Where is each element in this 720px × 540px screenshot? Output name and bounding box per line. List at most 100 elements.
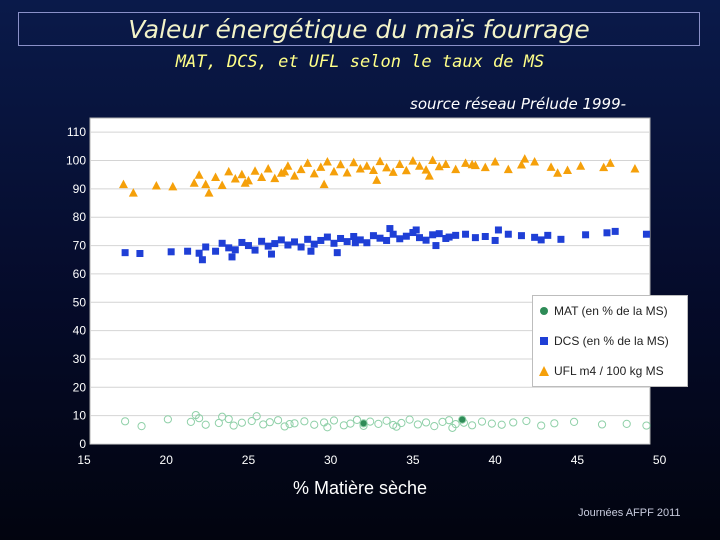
data-point [303,158,313,167]
data-point [395,159,405,168]
data-point [136,250,144,258]
data-point [273,416,283,425]
data-point [458,415,467,424]
data-point [218,239,226,247]
data-point [330,239,338,247]
data-point [307,247,315,255]
data-point [611,227,619,235]
y-tick-labels: 0 10 20 30 40 50 60 70 80 90 100 110 [66,125,86,451]
data-point [247,416,256,426]
data-point [258,237,266,245]
y-tick-label: 100 [66,154,86,168]
square-marker-icon [540,337,548,345]
data-point [198,256,206,264]
data-point [531,233,539,241]
data-point [642,421,651,430]
title-box: Valeur énergétique du maïs fourrage [18,12,700,46]
data-point [537,236,545,244]
x-tick-label: 30 [324,453,338,467]
data-point [343,238,351,246]
data-point [422,236,430,244]
data-point [382,162,392,172]
data-point [448,423,457,432]
data-point [576,161,586,170]
triangle-marker-icon [539,366,549,376]
data-point [388,167,398,176]
data-point [121,249,129,257]
data-point [462,230,470,238]
data-point [228,253,236,261]
legend-label-dcs: DCS (en % de la MS) [554,334,669,348]
data-point [310,240,318,248]
data-point [290,171,300,180]
data-point [605,158,615,167]
data-point [322,156,332,166]
data-point [317,236,325,244]
data-point [285,420,294,429]
data-point [362,161,372,170]
data-point [421,418,431,427]
data-point [516,160,526,169]
data-point [204,188,214,197]
data-point [477,417,487,426]
data-point [412,226,420,234]
y-tick-label: 20 [73,380,87,394]
data-point [622,419,631,428]
data-point [553,168,563,177]
data-point [212,247,220,255]
data-point [194,170,204,179]
data-point [121,417,130,426]
y-tick-label: 110 [67,125,86,139]
data-point [264,242,272,250]
legend-label-mat: MAT (en % de la MS) [554,304,668,318]
x-tick-label: 25 [242,453,256,467]
data-point [211,172,221,182]
x-tick-labels: 15 20 25 30 35 40 45 50 [77,453,666,467]
data-point [467,159,477,169]
data-point [323,423,332,432]
data-point [597,420,607,429]
data-point [350,232,358,240]
data-point [355,164,365,173]
data-point [375,156,385,166]
data-point [189,178,199,187]
footer-credit: Journées AFPF 2011 [578,507,681,519]
data-point [376,234,384,242]
data-point [151,181,161,190]
data-point [265,418,274,427]
data-point [349,157,359,167]
data-point [599,162,609,172]
legend-item-ufl: UFL m4 / 100 kg MS [539,364,664,378]
data-point [356,236,364,244]
data-point [550,419,559,428]
data-point [201,420,210,429]
source-note: source réseau Prélude 1999- [410,95,627,113]
data-point [167,248,175,256]
data-point [283,161,293,170]
data-point [487,419,496,428]
data-point [290,419,299,428]
data-point [414,161,424,170]
data-point [435,230,443,238]
x-tick-label: 50 [653,453,667,467]
data-point [240,178,250,187]
data-point [184,247,192,255]
data-points [118,154,651,432]
data-point [520,154,530,163]
data-point [267,250,275,258]
data-point [557,235,565,243]
data-point [250,166,260,175]
data-point [218,412,227,421]
data-point [481,232,489,240]
data-point [603,229,611,237]
data-point [297,243,305,251]
x-tick-label: 40 [488,453,502,467]
data-point [522,416,531,426]
data-point [421,165,431,174]
data-point [392,422,401,431]
data-point [271,240,279,248]
y-tick-label: 40 [73,324,87,338]
data-point [428,155,438,165]
data-point [229,421,238,430]
data-point [429,231,437,239]
